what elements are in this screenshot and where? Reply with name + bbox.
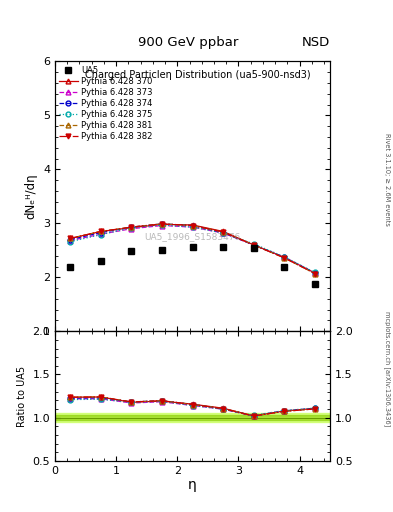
- Pythia 6.428 373: [221, 230, 226, 236]
- Pythia 6.428 375: [129, 225, 134, 231]
- Pythia 6.428 373: [282, 254, 286, 261]
- Pythia 6.428 373: [312, 270, 317, 276]
- Text: 900 GeV ppbar: 900 GeV ppbar: [138, 36, 239, 49]
- Pythia 6.428 382: [312, 270, 317, 276]
- Line: Pythia 6.428 381: Pythia 6.428 381: [68, 222, 317, 276]
- Pythia 6.428 373: [99, 231, 103, 237]
- Pythia 6.428 373: [190, 224, 195, 230]
- Pythia 6.428 381: [312, 270, 317, 276]
- Pythia 6.428 370: [221, 228, 226, 234]
- Line: Pythia 6.428 374: Pythia 6.428 374: [68, 222, 317, 275]
- Pythia 6.428 375: [68, 239, 73, 245]
- UA5: [282, 264, 286, 270]
- Pythia 6.428 374: [68, 237, 73, 243]
- UA5: [252, 245, 256, 251]
- Text: Rivet 3.1.10; ≥ 2.6M events: Rivet 3.1.10; ≥ 2.6M events: [384, 133, 390, 226]
- Pythia 6.428 374: [160, 221, 164, 227]
- Pythia 6.428 382: [282, 255, 286, 261]
- Pythia 6.428 375: [221, 230, 226, 236]
- UA5: [221, 244, 226, 250]
- Y-axis label: dNₑᴴ/dη: dNₑᴴ/dη: [24, 174, 37, 219]
- Pythia 6.428 374: [312, 270, 317, 276]
- Text: mcplots.cern.ch [arXiv:1306.3436]: mcplots.cern.ch [arXiv:1306.3436]: [384, 311, 391, 426]
- Pythia 6.428 382: [68, 236, 73, 242]
- Pythia 6.428 374: [129, 224, 134, 230]
- Pythia 6.428 374: [282, 254, 286, 261]
- Y-axis label: Ratio to UA5: Ratio to UA5: [17, 366, 27, 426]
- Pythia 6.428 375: [312, 269, 317, 275]
- Text: UA5_1996_S1583476: UA5_1996_S1583476: [145, 232, 241, 241]
- Pythia 6.428 381: [282, 255, 286, 261]
- UA5: [312, 281, 317, 287]
- Pythia 6.428 374: [99, 229, 103, 236]
- Pythia 6.428 375: [282, 254, 286, 260]
- Pythia 6.428 370: [160, 221, 164, 227]
- UA5: [99, 258, 103, 264]
- Line: Pythia 6.428 370: Pythia 6.428 370: [68, 222, 317, 275]
- Pythia 6.428 373: [160, 222, 164, 228]
- Pythia 6.428 382: [252, 242, 256, 248]
- Text: NSD: NSD: [302, 36, 330, 49]
- Pythia 6.428 375: [160, 222, 164, 228]
- Pythia 6.428 375: [252, 241, 256, 247]
- UA5: [160, 247, 164, 253]
- Bar: [55, 413, 330, 422]
- X-axis label: η: η: [188, 478, 197, 493]
- Pythia 6.428 382: [129, 224, 134, 230]
- Pythia 6.428 381: [190, 222, 195, 228]
- Pythia 6.428 370: [129, 225, 134, 231]
- Pythia 6.428 381: [252, 242, 256, 248]
- Line: Pythia 6.428 375: Pythia 6.428 375: [68, 223, 317, 275]
- UA5: [68, 264, 73, 270]
- Pythia 6.428 374: [221, 229, 226, 236]
- Pythia 6.428 370: [68, 236, 73, 242]
- Pythia 6.428 381: [99, 228, 103, 234]
- Bar: [55, 415, 330, 420]
- Pythia 6.428 374: [190, 222, 195, 228]
- Pythia 6.428 381: [129, 224, 134, 230]
- Pythia 6.428 370: [99, 228, 103, 234]
- Line: Pythia 6.428 373: Pythia 6.428 373: [68, 223, 317, 275]
- Line: UA5: UA5: [67, 243, 318, 287]
- Pythia 6.428 373: [252, 242, 256, 248]
- Pythia 6.428 373: [129, 226, 134, 232]
- Pythia 6.428 381: [221, 229, 226, 235]
- Pythia 6.428 370: [312, 270, 317, 276]
- Pythia 6.428 382: [221, 229, 226, 235]
- Pythia 6.428 382: [99, 228, 103, 234]
- Pythia 6.428 381: [68, 236, 73, 242]
- Pythia 6.428 370: [190, 222, 195, 228]
- Pythia 6.428 370: [252, 242, 256, 248]
- Pythia 6.428 370: [282, 254, 286, 261]
- Text: Charged Particleη Distribution (ua5-900-nsd3): Charged Particleη Distribution (ua5-900-…: [85, 70, 311, 79]
- Pythia 6.428 382: [160, 221, 164, 227]
- Pythia 6.428 373: [68, 238, 73, 244]
- Pythia 6.428 382: [190, 222, 195, 228]
- UA5: [129, 248, 134, 254]
- UA5: [190, 244, 195, 250]
- Pythia 6.428 374: [252, 242, 256, 248]
- Pythia 6.428 375: [190, 224, 195, 230]
- Pythia 6.428 375: [99, 231, 103, 238]
- Legend: UA5, Pythia 6.428 370, Pythia 6.428 373, Pythia 6.428 374, Pythia 6.428 375, Pyt: UA5, Pythia 6.428 370, Pythia 6.428 373,…: [57, 64, 154, 143]
- Pythia 6.428 381: [160, 221, 164, 227]
- Line: Pythia 6.428 382: Pythia 6.428 382: [68, 222, 317, 276]
